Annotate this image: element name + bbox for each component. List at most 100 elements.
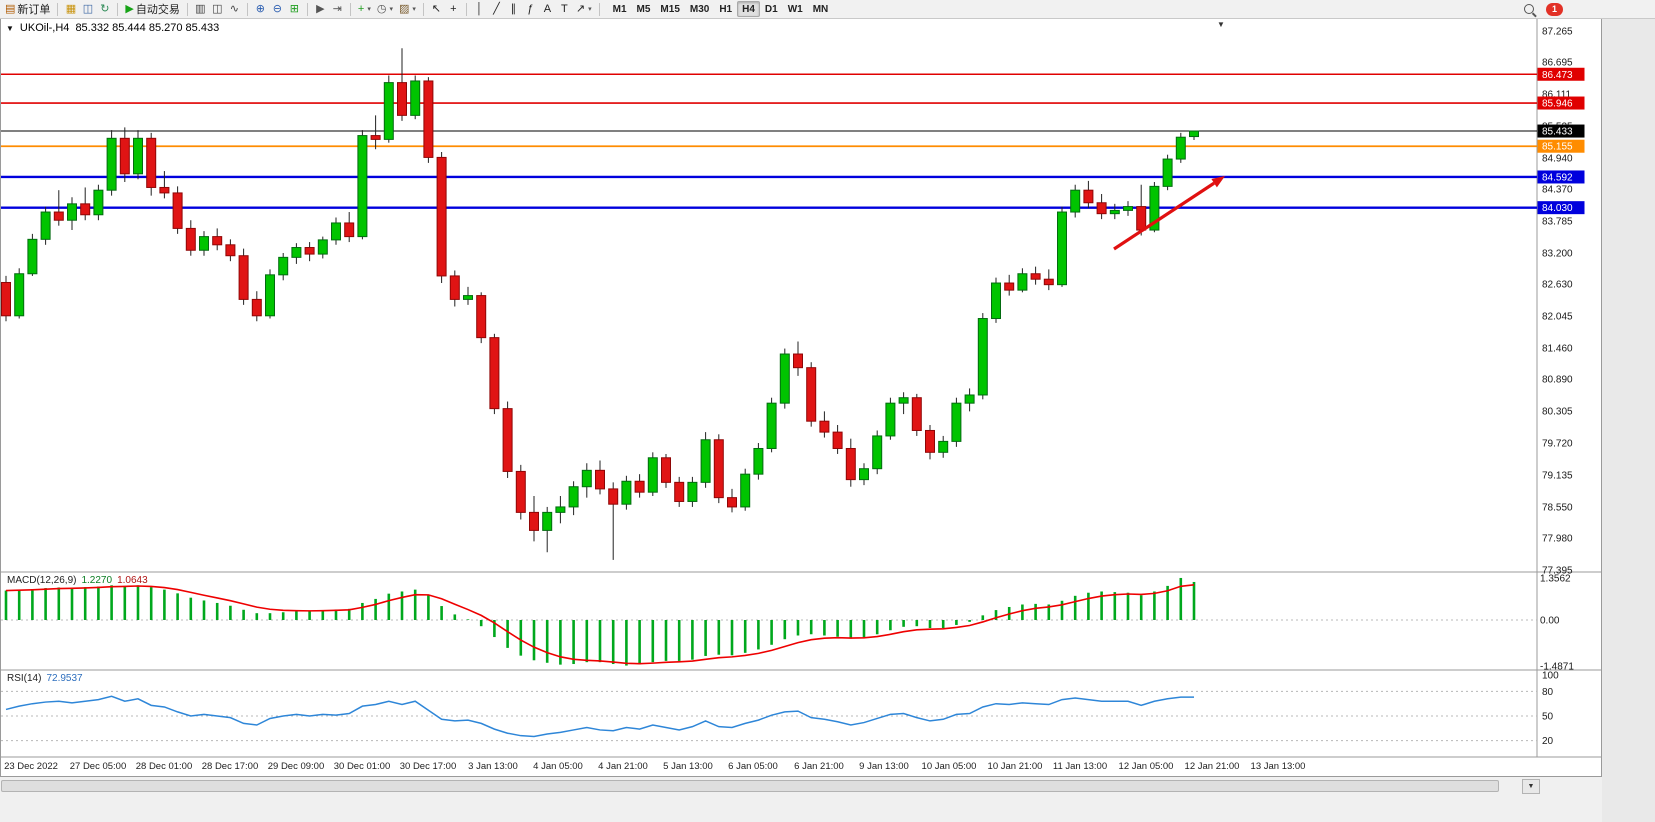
zoom-out-button[interactable]: ⊖	[269, 1, 286, 17]
rsi-line	[5, 695, 1195, 738]
candle-up	[555, 506, 566, 513]
auto-scroll-button[interactable]: ▶	[312, 1, 329, 17]
date-axis-label: 4 Jan 05:00	[533, 761, 583, 772]
text-button[interactable]: A	[539, 1, 556, 17]
rsi-value: 72.9537	[46, 673, 83, 684]
timeframe-m30[interactable]: M30	[685, 1, 714, 17]
date-axis-label: 6 Jan 21:00	[794, 761, 844, 772]
candle-up	[977, 318, 988, 396]
macd-axis-label: -1.4871	[1540, 662, 1574, 673]
cursor-icon: ↖	[431, 2, 441, 15]
auto-trading-button[interactable]: ▶ 自动交易	[122, 1, 182, 17]
candle-down	[344, 222, 355, 238]
price-level-badge-label: 85.946	[1542, 99, 1573, 110]
price-level-badge-label: 85.433	[1542, 127, 1573, 138]
candle-down	[674, 481, 685, 502]
price-axis-label: 79.720	[1542, 439, 1573, 450]
date-axis-label: 28 Dec 17:00	[202, 761, 259, 772]
bar-chart-type-button[interactable]: ▥	[192, 1, 209, 17]
timeframe-m15[interactable]: M15	[655, 1, 684, 17]
timeframe-d1[interactable]: D1	[760, 1, 783, 17]
candle-down	[476, 295, 487, 339]
candlestick-type-button[interactable]: ◫	[209, 1, 226, 17]
line-chart-type-button[interactable]: ∿	[226, 1, 243, 17]
new-chart-button[interactable]: ▦	[62, 1, 79, 17]
dropdown-arrow-icon: ▾	[412, 6, 416, 13]
one-click-trading-toggle[interactable]: ▼	[6, 23, 14, 33]
crosshair-button[interactable]: +	[445, 1, 462, 17]
horizontal-scrollbar[interactable]: ▼	[0, 779, 1602, 794]
indicators-icon: +	[357, 2, 365, 15]
text-label-button[interactable]: T	[556, 1, 573, 17]
candle-up	[542, 511, 553, 531]
timeframe-h4[interactable]: H4	[737, 1, 760, 17]
candle-up	[1109, 209, 1120, 215]
candle-up	[383, 82, 394, 140]
refresh-button[interactable]: ↻	[96, 1, 113, 17]
candle-down	[1030, 273, 1041, 280]
rsi-axis-label: 20	[1542, 736, 1554, 747]
arrows-button[interactable]: ↗ ▾	[573, 1, 595, 17]
scroll-down-button[interactable]: ▼	[1522, 779, 1540, 794]
toolbar-separator	[349, 2, 351, 16]
candle-up	[27, 238, 38, 275]
candle-down	[793, 353, 803, 369]
candles	[1, 48, 1199, 560]
date-axis-label: 27 Dec 05:00	[70, 761, 127, 772]
trendline-button[interactable]: ╱	[488, 1, 505, 17]
cursor-button[interactable]: ↖	[428, 1, 445, 17]
profiles-button[interactable]: ◫	[79, 1, 96, 17]
candle-down	[397, 82, 407, 116]
tile-windows-button[interactable]: ⊞	[286, 1, 303, 17]
zoom-out-icon: ⊖	[272, 2, 282, 15]
notification-badge[interactable]: 1	[1546, 2, 1563, 16]
date-axis-label: 29 Dec 09:00	[268, 761, 325, 772]
candle-down	[423, 80, 434, 158]
price-level-badge-label: 84.030	[1542, 203, 1573, 214]
timeframe-w1[interactable]: W1	[783, 1, 808, 17]
candle-up	[199, 236, 209, 251]
date-axis-label: 3 Jan 13:00	[468, 761, 518, 772]
candle-down	[146, 137, 157, 188]
date-axis-label: 9 Jan 13:00	[859, 761, 909, 772]
indicators-button[interactable]: + ▾	[355, 1, 374, 17]
zoom-in-icon: ⊕	[255, 2, 265, 15]
candle-down	[1083, 189, 1094, 204]
zoom-in-button[interactable]: ⊕	[252, 1, 269, 17]
candle-up	[700, 439, 711, 483]
trend-arrow-line[interactable]	[1113, 181, 1216, 251]
candle-down	[832, 431, 843, 449]
equidistant-channel-icon: ∥	[510, 2, 517, 15]
toolbar-separator	[246, 2, 248, 16]
price-level-badge	[1537, 67, 1585, 81]
date-axis-label: 5 Jan 13:00	[663, 761, 713, 772]
candle-down	[925, 429, 935, 453]
current-price-badge	[1537, 124, 1585, 138]
price-axis-label: 87.265	[1542, 27, 1573, 38]
periods-button[interactable]: ◷ ▾	[374, 1, 396, 17]
price-axis-label: 80.305	[1542, 407, 1573, 418]
candle-down	[806, 367, 817, 422]
chart-shift-button[interactable]: ⇥	[329, 1, 346, 17]
equidistant-channel-button[interactable]: ∥	[505, 1, 522, 17]
candle-up	[964, 394, 975, 404]
timeframe-m5[interactable]: M5	[632, 1, 656, 17]
auto-scroll-icon: ▶	[316, 2, 325, 15]
vertical-line-button[interactable]: │	[471, 1, 488, 17]
chart-canvas[interactable]: 87.26586.69586.11185.52584.94084.37083.7…	[1, 19, 1601, 776]
scrollbar-thumb[interactable]	[1, 780, 1499, 792]
templates-button[interactable]: ▨ ▾	[396, 1, 419, 17]
macd-indicator-label: MACD(12,26,9) 1.2270 1.0643	[7, 575, 148, 586]
chart-symbol-period: UKOil-,H4	[19, 22, 70, 34]
search-icon[interactable]	[1524, 4, 1534, 14]
new-order-button-label: 新订单	[17, 4, 51, 16]
candle-up	[133, 137, 143, 175]
fibonacci-button[interactable]: ƒ	[522, 1, 539, 17]
timeframe-h1[interactable]: H1	[714, 1, 737, 17]
price-level-badge-label: 86.473	[1542, 70, 1573, 81]
chart-ohlc: 85.332 85.444 85.270 85.433	[75, 22, 220, 34]
timeframe-mn[interactable]: MN	[808, 1, 834, 17]
candle-down	[304, 247, 315, 255]
new-order-button[interactable]: ▤ 新订单	[2, 1, 53, 17]
timeframe-m1[interactable]: M1	[608, 1, 632, 17]
